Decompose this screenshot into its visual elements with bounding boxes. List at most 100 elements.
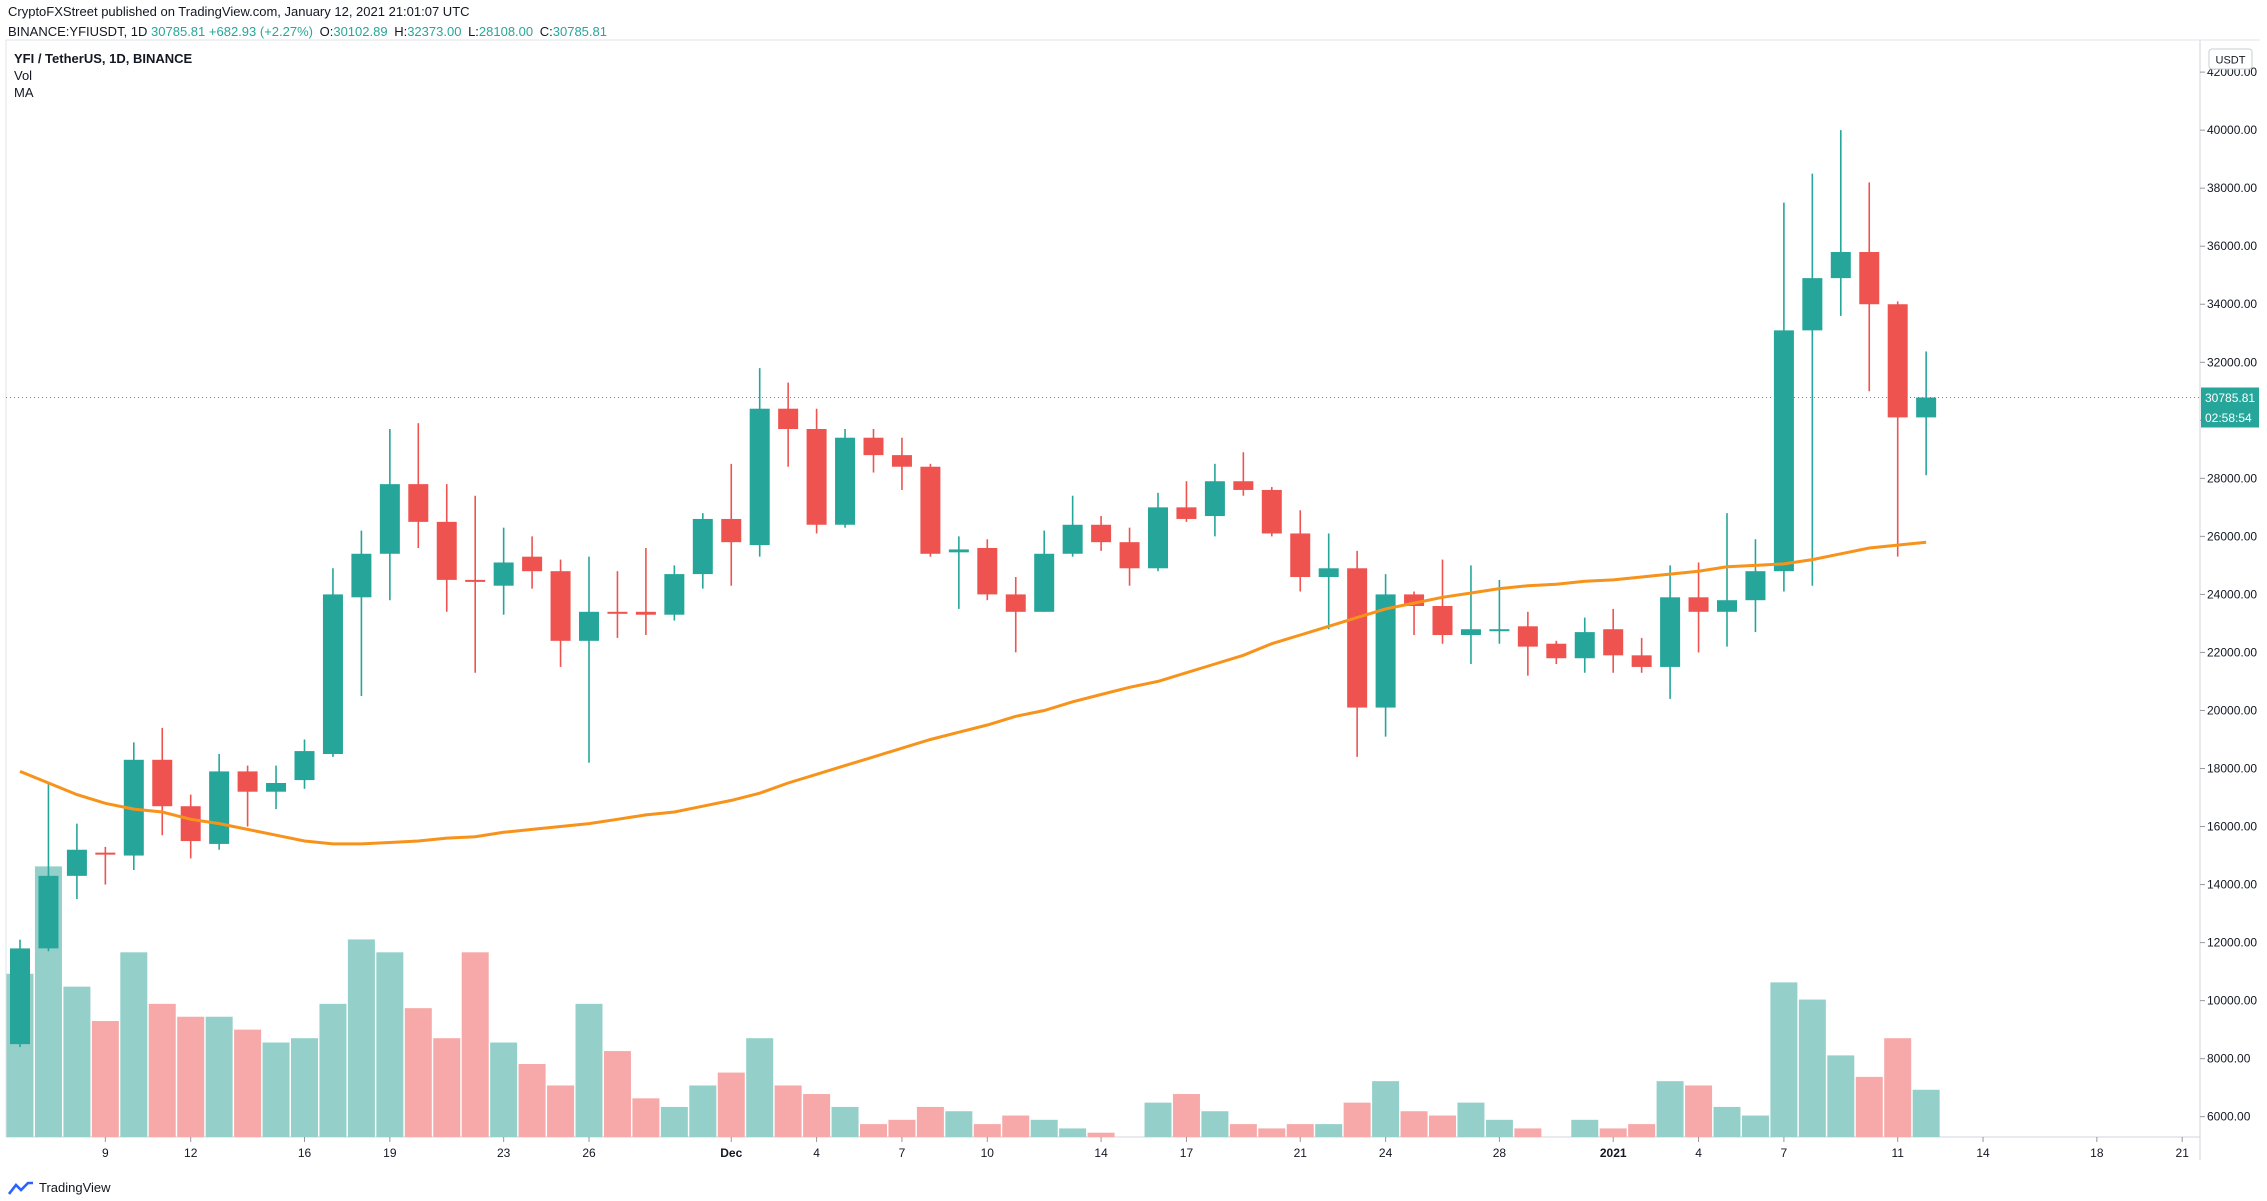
volume-bar xyxy=(1429,1115,1456,1137)
candle-body xyxy=(806,429,827,525)
candle-body xyxy=(1517,626,1538,647)
volume-bar xyxy=(63,986,91,1137)
candle-body xyxy=(10,948,30,1045)
countdown-badge xyxy=(2201,407,2259,428)
volume-bar xyxy=(1087,1132,1115,1137)
volume-bar xyxy=(603,1051,631,1137)
moving-average-line xyxy=(19,540,1927,846)
volume-bar xyxy=(1030,1119,1058,1137)
low-value: 28108.00 xyxy=(478,24,534,39)
candle-body xyxy=(1318,568,1339,577)
price-tick-label: 12000.00 xyxy=(2207,936,2257,950)
price-tick-label: 18000.00 xyxy=(2207,761,2257,775)
volume-bar xyxy=(717,1072,745,1137)
candle-body xyxy=(465,579,486,582)
volume-bar xyxy=(1741,1115,1769,1137)
candle-body xyxy=(209,771,230,844)
volume-bar xyxy=(1855,1076,1883,1137)
volume-bar xyxy=(888,1119,916,1137)
legend-moving-average[interactable]: MA xyxy=(14,85,34,100)
candle-body xyxy=(95,852,116,855)
volume-bar xyxy=(1571,1119,1599,1137)
volume-bar xyxy=(433,1038,461,1137)
candle-body xyxy=(778,408,799,430)
time-tick-label: 7 xyxy=(1781,1146,1788,1160)
volume-bar xyxy=(632,1098,660,1137)
candle-body xyxy=(1802,278,1823,331)
price-tick-label: 26000.00 xyxy=(2207,529,2257,543)
volume-bar xyxy=(1059,1128,1087,1137)
volume-bar xyxy=(916,1106,944,1137)
volume-bar xyxy=(1713,1106,1741,1137)
volume-bar xyxy=(1485,1119,1513,1137)
time-tick-label: 10 xyxy=(981,1146,995,1160)
candle-body xyxy=(920,466,941,554)
time-tick-label: 14 xyxy=(1976,1146,1990,1160)
volume-bar xyxy=(347,939,375,1137)
candle-body xyxy=(977,547,998,595)
low-label: L: xyxy=(468,24,479,39)
price-tick-label: 6000.00 xyxy=(2207,1110,2251,1124)
volume-bar xyxy=(831,1106,859,1137)
candle-body xyxy=(550,571,571,641)
volume-bar xyxy=(1827,1055,1855,1137)
candle-body xyxy=(152,759,173,807)
candle-body xyxy=(1688,597,1709,612)
candle-body xyxy=(351,553,372,598)
candle-body xyxy=(180,806,201,842)
candle-body xyxy=(1290,533,1311,577)
volume-bar xyxy=(945,1111,973,1137)
volume-bar xyxy=(803,1094,831,1137)
price-tick-label: 38000.00 xyxy=(2207,181,2257,195)
high-value: 32373.00 xyxy=(407,24,462,39)
candle-body xyxy=(66,849,87,876)
volume-bar xyxy=(575,1003,603,1137)
time-tick-label: 7 xyxy=(899,1146,906,1160)
time-tick-label: 2021 xyxy=(1600,1146,1627,1160)
volume-bar xyxy=(1258,1128,1286,1137)
volume-bar xyxy=(774,1085,802,1137)
candle-body xyxy=(1830,252,1851,279)
volume-bar xyxy=(1685,1085,1713,1137)
candle-body xyxy=(863,437,884,456)
candle-body xyxy=(1176,507,1197,519)
candle-body xyxy=(1460,629,1481,636)
candle-body xyxy=(1631,655,1652,667)
time-tick-label: 9 xyxy=(102,1146,109,1160)
volume-bar xyxy=(1229,1124,1257,1137)
volume-bar xyxy=(547,1085,575,1137)
price-tick-label: 34000.00 xyxy=(2207,297,2257,311)
volume-bar xyxy=(234,1029,262,1137)
price-tick-label: 8000.00 xyxy=(2207,1052,2251,1066)
tradingview-logo[interactable]: TradingView xyxy=(8,1180,111,1195)
candle-body xyxy=(1574,632,1595,659)
legend-symbol-title[interactable]: YFI / TetherUS, 1D, BINANCE xyxy=(14,51,193,66)
price-tick-label: 20000.00 xyxy=(2207,703,2257,717)
close-value: 30785.81 xyxy=(552,24,607,39)
time-tick-label: 12 xyxy=(184,1146,198,1160)
legend-volume[interactable]: Vol xyxy=(14,68,33,83)
volume-bar xyxy=(973,1124,1001,1137)
candle-body xyxy=(835,437,856,525)
volume-bar xyxy=(1514,1128,1542,1137)
candle-body xyxy=(1660,597,1681,667)
candle-body xyxy=(1375,594,1396,708)
candle-body xyxy=(1773,330,1794,572)
volume-bar xyxy=(177,1016,205,1137)
volume-bar xyxy=(205,1016,233,1137)
candle-body xyxy=(1916,397,1937,418)
price-tick-label: 16000.00 xyxy=(2207,820,2257,834)
volume-bar xyxy=(1144,1102,1172,1137)
candle-body xyxy=(266,783,287,792)
candle-body xyxy=(1717,600,1737,612)
time-tick-label: 17 xyxy=(1180,1146,1194,1160)
price-tick-label: 22000.00 xyxy=(2207,645,2257,659)
candle-body xyxy=(1887,304,1908,418)
candle-body xyxy=(607,611,628,614)
candle-body xyxy=(1062,524,1083,554)
volume-bar xyxy=(1315,1124,1343,1137)
candle-body xyxy=(635,611,656,615)
volume-bar xyxy=(490,1042,518,1137)
volume-bar xyxy=(1343,1102,1371,1137)
